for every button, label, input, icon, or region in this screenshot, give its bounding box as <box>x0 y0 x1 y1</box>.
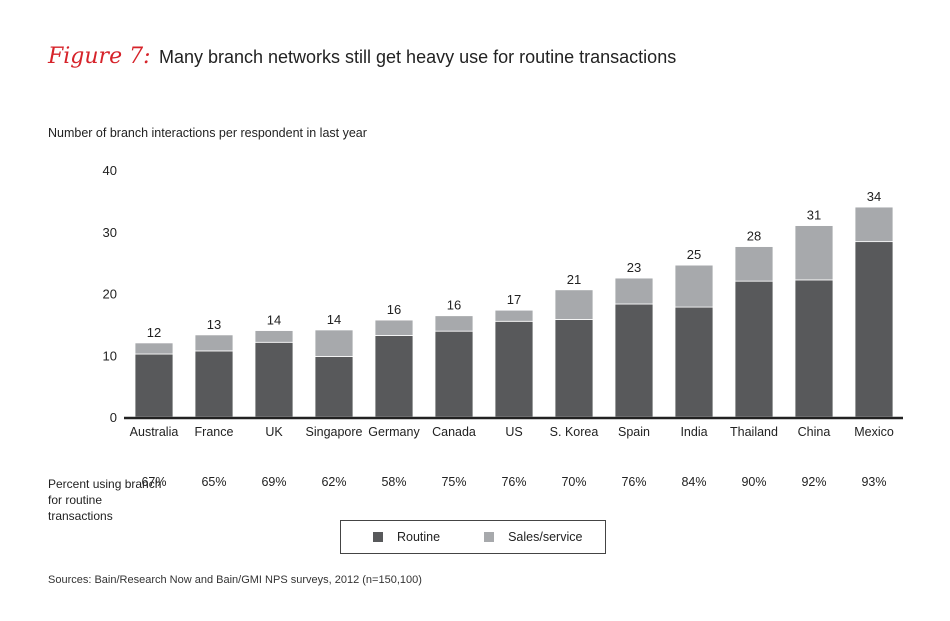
x-tick-label: Spain <box>618 425 650 439</box>
figure-label: Figure 7: <box>48 44 151 69</box>
bar-segment-sales-service <box>194 334 234 352</box>
bar-segment-sales-service <box>314 329 354 357</box>
bar-total-label: 21 <box>567 272 581 287</box>
bar-total-label: 25 <box>687 247 701 262</box>
bar-segment-sales-service <box>254 330 294 343</box>
x-tick-label: India <box>680 425 707 439</box>
chart-legend: Routine Sales/service <box>340 520 606 554</box>
bar-segment-sales-service <box>134 342 174 355</box>
percent-value: 92% <box>801 475 826 489</box>
legend-item-routine: Routine <box>373 530 440 544</box>
bar-total-label: 34 <box>867 189 881 204</box>
bar-segment-routine <box>374 335 414 418</box>
bar-segment-sales-service <box>494 309 534 322</box>
bar-segment-routine <box>854 241 894 418</box>
x-tick-label: US <box>505 425 522 439</box>
figure-title: Figure 7: Many branch networks still get… <box>48 44 676 69</box>
x-tick-label: Germany <box>368 425 420 439</box>
bar-total-label: 16 <box>447 298 461 313</box>
percent-value: 90% <box>741 475 766 489</box>
bar-segment-sales-service <box>794 225 834 281</box>
source-note: Sources: Bain/Research Now and Bain/GMI … <box>48 574 422 586</box>
bar-segment-routine <box>494 320 534 418</box>
percent-value: 76% <box>621 475 646 489</box>
legend-label-routine: Routine <box>397 530 441 544</box>
x-tick-label: S. Korea <box>550 425 599 439</box>
percent-value: 70% <box>561 475 586 489</box>
percent-value: 62% <box>321 475 346 489</box>
y-tick-label: 10 <box>103 348 117 363</box>
bar-segment-sales-service <box>554 289 594 320</box>
x-tick-label: Singapore <box>306 425 363 439</box>
y-tick-label: 40 <box>103 163 117 178</box>
y-tick-label: 30 <box>103 225 117 240</box>
x-tick-label: Australia <box>130 425 179 439</box>
bar-total-label: 14 <box>327 312 341 327</box>
bar-total-label: 14 <box>267 313 281 328</box>
bar-total-label: 16 <box>387 302 401 317</box>
stacked-bar-chart: 0 10 20 30 40 12 Australia 67% 13 France 65% 14 UK 69… <box>103 163 903 489</box>
bar-segment-sales-service <box>734 246 774 282</box>
y-tick-label: 20 <box>103 287 117 302</box>
percent-value: 65% <box>201 475 226 489</box>
percent-value: 67% <box>141 475 166 489</box>
legend-swatch-routine <box>373 532 383 542</box>
x-tick-label: China <box>798 425 831 439</box>
bar-segment-sales-service <box>854 206 894 243</box>
percent-value: 84% <box>681 475 706 489</box>
bar-total-label: 23 <box>627 260 641 275</box>
legend-item-sales-service: Sales/service <box>484 530 582 544</box>
bar-segment-routine <box>194 350 234 418</box>
bar-segment-routine <box>434 330 474 418</box>
bar-segment-routine <box>314 356 354 418</box>
percent-value: 93% <box>861 475 886 489</box>
legend-label-sales-service: Sales/service <box>508 530 583 544</box>
bar-segment-routine <box>734 280 774 418</box>
bar-total-label: 28 <box>747 229 761 244</box>
figure-title-text: Many branch networks still get heavy use… <box>158 47 677 67</box>
bar-segment-sales-service <box>614 277 654 305</box>
percent-value: 75% <box>441 475 466 489</box>
bar-total-label: 31 <box>807 208 821 223</box>
percent-row-label: Percent using branch for routine transac… <box>48 477 162 523</box>
bar-total-label: 12 <box>147 325 161 340</box>
y-axis-label: Number of branch interactions per respon… <box>48 126 367 140</box>
x-tick-label: France <box>195 425 234 439</box>
bar-segment-routine <box>554 319 594 418</box>
percent-value: 69% <box>261 475 286 489</box>
x-tick-label: Mexico <box>854 425 894 439</box>
bar-segment-routine <box>614 303 654 418</box>
bar-total-label: 17 <box>507 292 521 307</box>
bar-segment-sales-service <box>674 264 714 308</box>
bar-total-label: 13 <box>207 317 221 332</box>
x-tick-label: Canada <box>432 425 476 439</box>
y-tick-label: 0 <box>110 410 117 425</box>
x-tick-label: Thailand <box>730 425 778 439</box>
bar-segment-sales-service <box>434 315 474 332</box>
legend-swatch-sales-service <box>484 532 495 542</box>
bar-segment-routine <box>674 306 714 418</box>
x-tick-label: UK <box>265 425 283 439</box>
bar-segment-routine <box>134 353 174 418</box>
percent-value: 58% <box>381 475 406 489</box>
bar-segment-routine <box>254 341 294 418</box>
bar-segment-routine <box>794 279 834 418</box>
percent-value: 76% <box>501 475 526 489</box>
bar-segment-sales-service <box>374 319 414 336</box>
